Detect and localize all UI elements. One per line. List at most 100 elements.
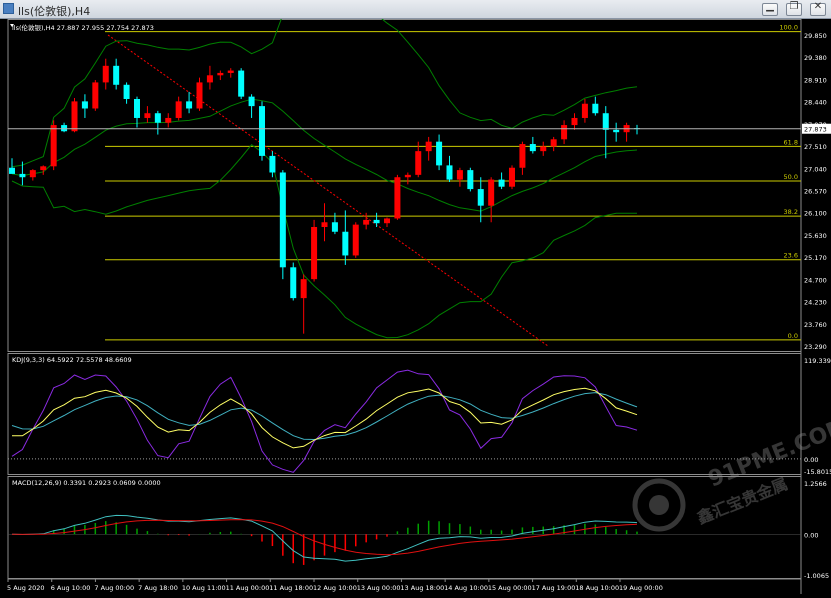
candle-body[interactable] [456, 170, 463, 180]
candle-body[interactable] [404, 174, 411, 178]
candle-body[interactable] [9, 167, 15, 174]
candle-body[interactable] [92, 82, 99, 109]
candle-body[interactable] [123, 84, 130, 100]
current-price-value: 27.873 [804, 126, 827, 134]
price-axis-label: 26.570 [804, 188, 827, 196]
candle-body[interactable] [259, 106, 265, 156]
price-axis-label: 27.040 [804, 165, 827, 173]
band-lower-line [11, 144, 637, 339]
time-axis-label: 5 Aug 2020 [7, 584, 45, 592]
price-axis-label: 29.850 [804, 32, 827, 40]
candle-body[interactable] [529, 144, 536, 152]
candle-body[interactable] [290, 267, 297, 299]
price-axis-label: 25.630 [804, 232, 827, 240]
candle-body[interactable] [446, 165, 453, 180]
candle-body[interactable] [352, 224, 359, 256]
time-axis-label: 18 Aug 10:00 [575, 584, 619, 592]
candle-body[interactable] [467, 170, 474, 190]
window-title: lls(伦敦银),H4 [18, 5, 91, 18]
macd-axis-label: -1.0065 [804, 572, 829, 580]
candle-body[interactable] [602, 113, 609, 130]
candle-body[interactable] [217, 72, 224, 76]
candle-body[interactable] [206, 75, 213, 83]
candle-body[interactable] [175, 101, 182, 118]
candle-body[interactable] [373, 219, 380, 224]
candle-body[interactable] [498, 179, 505, 187]
candle-body[interactable] [592, 103, 599, 114]
macd-main-line [11, 514, 638, 562]
candle-body[interactable] [384, 218, 390, 224]
price-axis-label: 25.170 [804, 254, 827, 262]
minimize-button[interactable]: ▁ [762, 1, 778, 16]
candle-body[interactable] [113, 65, 120, 85]
price-axis-label: 23.760 [804, 321, 827, 329]
candle-body[interactable] [519, 144, 526, 168]
price-axis-label: 24.230 [804, 299, 827, 307]
kdj-pane-header: KDJ(9,3,3) 64.5922 72.5578 48.6609 [12, 356, 132, 364]
candle-body[interactable] [311, 227, 318, 280]
time-axis-label: 15 Aug 00:00 [488, 584, 532, 592]
price-axis-label: 23.290 [804, 343, 827, 351]
candle-body[interactable] [540, 146, 547, 152]
candle-body[interactable] [186, 101, 193, 109]
app-icon [3, 3, 14, 14]
price-pane-frame [7, 19, 802, 352]
time-axis-label: 12 Aug 10:00 [313, 584, 357, 592]
candle-body[interactable] [61, 125, 68, 132]
candle-body[interactable] [81, 101, 88, 109]
kdj-axis-label: 0.00 [804, 456, 818, 464]
price-pane-header: lls(伦敦银),H4 27.887 27.955 27.754 27.873 [12, 23, 154, 32]
time-axis-label: 11 Aug 00:00 [226, 584, 270, 592]
candle-body[interactable] [561, 125, 568, 140]
kdj-k-line [12, 387, 638, 449]
restore-button[interactable]: ❐ [786, 1, 802, 16]
fib-level-label: 61.8 [784, 138, 798, 146]
candle-body[interactable] [394, 177, 401, 219]
candle-body[interactable] [436, 141, 443, 166]
candle-body[interactable] [248, 96, 255, 107]
candle-body[interactable] [331, 222, 338, 232]
candle-body[interactable] [238, 70, 245, 97]
candle-body[interactable] [415, 151, 422, 175]
candle-body[interactable] [50, 125, 57, 167]
candle-body[interactable] [227, 70, 234, 73]
candle-body[interactable] [19, 173, 26, 178]
candle-body[interactable] [425, 141, 432, 152]
candle-body[interactable] [300, 279, 307, 299]
candle-body[interactable] [279, 172, 286, 268]
trend-line[interactable] [107, 34, 549, 347]
candle-body[interactable] [488, 179, 495, 206]
candle-body[interactable] [613, 129, 620, 133]
candle-body[interactable] [550, 139, 557, 147]
candle-body[interactable] [134, 99, 140, 118]
candle-body[interactable] [363, 219, 370, 225]
time-axis-label: 17 Aug 19:00 [532, 584, 576, 592]
kdj-axis-label: -15.8015 [804, 468, 831, 476]
fib-level-label: 50.0 [784, 173, 798, 181]
window-titlebar: lls(伦敦银),H4 ▁ ❐ ✕ [0, 0, 831, 19]
candle-body[interactable] [196, 82, 203, 109]
candle-body[interactable] [102, 65, 109, 83]
candle-body[interactable] [321, 222, 328, 228]
candle-body[interactable] [165, 117, 172, 123]
candle-body[interactable] [144, 113, 151, 118]
time-axis-label: 7 Aug 18:00 [138, 584, 178, 592]
candle-body[interactable] [342, 231, 349, 256]
candle-body[interactable] [509, 167, 515, 187]
candle-body[interactable] [40, 166, 47, 171]
candle-body[interactable] [571, 117, 578, 126]
candle-body[interactable] [29, 170, 36, 178]
price-axis-label: 29.380 [804, 54, 827, 62]
kdj-d-line [11, 392, 638, 441]
candle-body[interactable] [71, 101, 78, 132]
close-button[interactable]: ✕ [810, 1, 826, 16]
candle-body[interactable] [581, 103, 588, 118]
candle-body[interactable] [154, 113, 161, 123]
fib-level-label: 38.2 [784, 208, 798, 216]
candle-body[interactable] [269, 155, 276, 173]
candle-body[interactable] [477, 189, 484, 206]
time-axis-label: 13 Aug 00:00 [357, 584, 401, 592]
chart-menu-icon[interactable] [10, 24, 14, 27]
